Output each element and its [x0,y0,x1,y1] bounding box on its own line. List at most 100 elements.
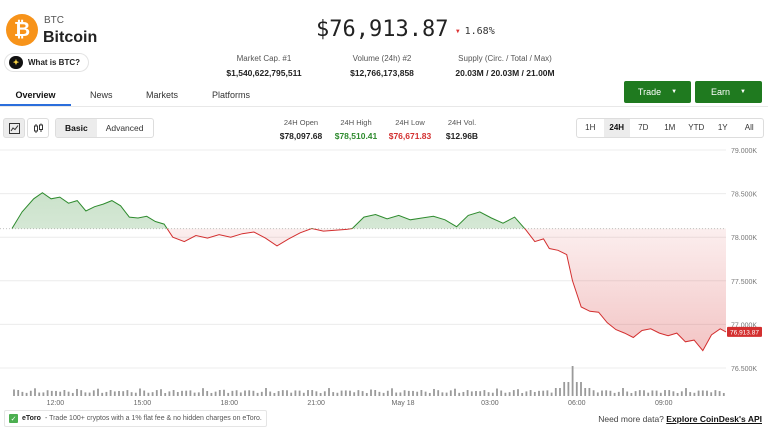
volume-bar [546,390,549,396]
volume-bar [202,388,204,396]
trade-label: Trade [637,87,662,97]
range-ytd-button[interactable]: YTD [688,123,705,132]
volume-bar [118,390,120,396]
x-tick-label: 06:00 [568,400,586,407]
volume-bar [239,392,242,396]
stat-label: Supply (Circ. / Total / Max) [458,54,552,63]
ohlc-high: 24H High $78,510.41 [328,118,384,141]
volume-bar [189,390,192,396]
advanced-view-button[interactable]: Advanced [105,123,144,133]
x-tick-label: May 18 [392,400,415,407]
volume-bar [273,392,276,396]
x-tick-label: 21:00 [307,400,325,407]
volume-bar [601,390,603,396]
tab-news[interactable]: News [90,90,113,100]
volume-bar [302,392,305,396]
trade-button[interactable]: Trade ▼ [624,81,691,103]
area-above-open [12,192,726,229]
what-is-button[interactable]: ✦ What is BTC? [5,54,88,71]
price-change: ▼ 1.68% [456,26,495,37]
volume-bar [575,382,578,396]
volume-bar [290,392,293,396]
volume-bar [113,391,116,396]
volume-bar [231,390,234,396]
current-price: $76,913.87 [316,17,449,42]
volume-bar [130,392,133,396]
volume-bar [634,391,637,396]
volume-bar [454,388,456,396]
volume-bar [248,390,251,396]
volume-bar [571,366,574,396]
volume-bar [307,390,309,396]
volume-bar [420,390,423,396]
price-change-value: 1.68% [464,26,495,37]
y-tick-label: 76.500K [731,366,757,373]
down-arrow-icon: ▼ [456,28,460,35]
range-24h-button[interactable]: 24H [603,119,630,137]
view-toggle: Basic Advanced [55,118,154,138]
line-chart-icon [8,122,20,134]
api-link[interactable]: Explore CoinDesk's API [666,414,762,424]
bitcoin-logo-icon: ₿ [6,14,38,46]
range-7d-button[interactable]: 7D [638,123,649,132]
volume-bar [714,390,717,396]
check-icon: ✓ [9,414,18,423]
tab-bar: Overview News Markets Platforms [0,86,520,106]
x-tick-label: 15:00 [134,400,152,407]
volume-bar [487,392,490,396]
volume-bar [210,392,213,396]
volume-bar [143,390,146,396]
range-all-button[interactable]: All [744,123,754,132]
basic-view-button[interactable]: Basic [56,119,97,137]
volume-bar [542,390,545,396]
tab-markets[interactable]: Markets [146,90,179,100]
line-chart-button[interactable] [3,118,25,138]
volume-bar [710,392,713,396]
volume-bar [500,390,503,396]
volume-bar [155,390,158,396]
ad-brand: eToro [22,415,41,422]
volume-bar [29,390,32,396]
volume-bar [227,392,230,396]
volume-bar [479,391,482,396]
time-range-selector: 1H 24H 7D 1M YTD 1Y All [576,118,764,138]
price-chart[interactable]: 79.000K 78.500K 78.000K 77.500K 77.000K 76.50… [0,146,768,408]
volume-bar [181,390,183,396]
volume-bar [701,390,704,396]
volume-bar [706,390,708,396]
earn-button[interactable]: Earn ▼ [695,81,762,103]
volume-bar [441,392,444,396]
volume-bar [462,391,465,396]
volume-bar [260,391,263,396]
volume-bar [533,391,536,396]
volume-bar [584,388,587,396]
volume-bar [193,392,196,396]
volume-bar [433,388,435,396]
ohlc-open: 24H Open $78,097.68 [272,118,330,141]
more-data-text: Need more data? [598,414,664,424]
tab-overview[interactable]: Overview [0,86,71,106]
volume-bar [643,390,645,396]
volume-bar [134,392,137,396]
stat-value: 20.03M / 20.03M / 21.00M [455,68,555,78]
volume-bar [596,392,599,396]
volume-bar [563,382,566,396]
stat-supply: Supply (Circ. / Total / Max) 20.03M / 20… [440,54,570,78]
volume-bar [361,391,364,396]
candlestick-button[interactable] [27,118,49,138]
range-1h-button[interactable]: 1H [585,123,596,132]
range-1y-button[interactable]: 1Y [717,123,728,132]
volume-bar [319,392,322,396]
volume-bar [416,391,419,396]
volume-bar [223,389,225,396]
ad-text: - Trade 100+ cryptos with a 1% flat fee … [44,415,262,422]
volume-bar [680,391,683,396]
etoro-ad-banner[interactable]: ✓ eToro - Trade 100+ cryptos with a 1% f… [4,410,267,427]
volume-bar [336,392,339,396]
volume-bar [588,388,591,396]
volume-bar [567,382,570,396]
range-1m-button[interactable]: 1M [664,123,676,132]
volume-bar [92,390,95,396]
volume-bar [496,388,498,396]
tab-platforms[interactable]: Platforms [212,90,251,100]
